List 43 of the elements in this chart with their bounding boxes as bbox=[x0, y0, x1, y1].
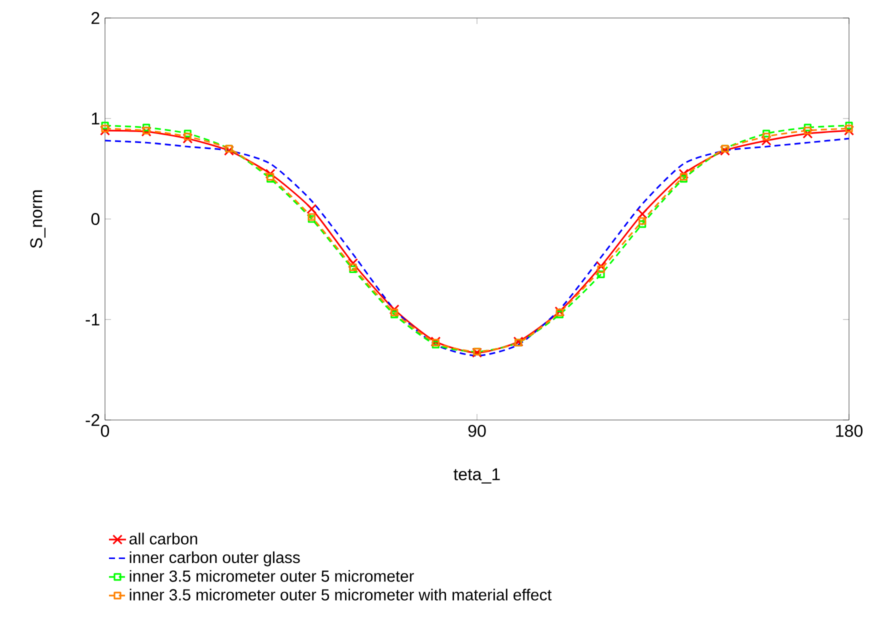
point bbox=[802, 128, 813, 139]
point bbox=[638, 220, 646, 228]
y-tick-label: -1 bbox=[86, 314, 100, 326]
point bbox=[762, 132, 770, 140]
point bbox=[306, 204, 317, 214]
legend-label: inner 3.5 micrometer outer 5 micrometer with material effect bbox=[130, 588, 552, 601]
point bbox=[348, 258, 358, 268]
point bbox=[597, 270, 605, 278]
x-tick-label: 180 bbox=[836, 424, 863, 437]
point bbox=[182, 134, 193, 144]
point bbox=[265, 168, 276, 179]
point bbox=[101, 122, 109, 130]
point bbox=[142, 124, 150, 132]
point bbox=[596, 261, 606, 272]
y-tick-label: -2 bbox=[86, 414, 100, 426]
point bbox=[638, 217, 646, 225]
point bbox=[554, 306, 565, 317]
point bbox=[845, 124, 853, 132]
point bbox=[637, 208, 648, 220]
y-axis-title: S_norm bbox=[30, 190, 46, 248]
point bbox=[845, 122, 853, 130]
point bbox=[761, 136, 772, 146]
y-tick-label: 2 bbox=[92, 12, 100, 24]
point bbox=[266, 172, 274, 181]
legend-label: inner 3.5 micrometer outer 5 micrometer bbox=[130, 570, 414, 582]
x-axis-title: teta_1 bbox=[454, 468, 500, 484]
legend-label: inner carbon outer glass bbox=[130, 551, 300, 566]
point bbox=[101, 124, 109, 132]
point bbox=[184, 132, 192, 140]
point bbox=[804, 126, 812, 134]
point bbox=[142, 126, 150, 134]
point bbox=[184, 130, 192, 138]
x-tick-label: 90 bbox=[468, 424, 486, 437]
point bbox=[680, 172, 688, 181]
y-tick-label: 0 bbox=[91, 212, 100, 226]
y-tick-label: 1 bbox=[92, 112, 100, 124]
point bbox=[678, 168, 689, 179]
x-tick-label: 0 bbox=[100, 424, 110, 437]
point bbox=[597, 265, 605, 274]
point bbox=[804, 124, 812, 132]
point bbox=[141, 126, 152, 137]
point bbox=[762, 130, 770, 138]
legend-label: all carbon bbox=[129, 532, 198, 544]
